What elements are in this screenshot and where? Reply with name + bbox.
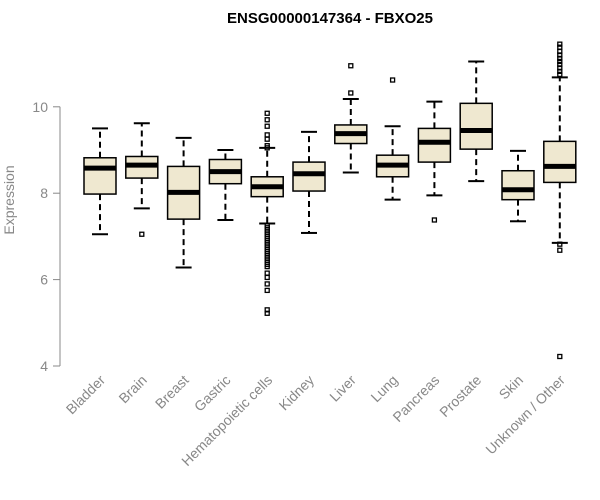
- outlier-point: [557, 68, 563, 75]
- box-hematopoietic-cells: [250, 110, 284, 316]
- x-tick-label: Kidney: [276, 372, 318, 414]
- outlier-point: [557, 55, 563, 62]
- y-axis: 4 6 8 10: [32, 99, 61, 374]
- outlier-point: [264, 281, 270, 287]
- outlier-point: [264, 117, 270, 123]
- outlier-point: [557, 247, 563, 253]
- iqr-box: [83, 157, 117, 195]
- box-gastric: [208, 149, 243, 221]
- outlier-point: [557, 58, 563, 65]
- box-pancreas: [417, 100, 452, 223]
- iqr-box: [292, 161, 326, 192]
- outlier-point: [264, 263, 270, 270]
- x-tick-label: Liver: [326, 372, 359, 405]
- chart-title: ENSG00000147364 - FBXO25: [227, 10, 433, 27]
- box-kidney: [292, 130, 326, 234]
- outlier-point: [557, 241, 563, 247]
- outlier-point: [389, 77, 396, 83]
- box-skin: [501, 149, 535, 223]
- outlier-point: [431, 217, 438, 223]
- box-lung: [375, 77, 410, 201]
- iqr-box: [501, 169, 535, 201]
- y-tick-label: 6: [40, 272, 48, 288]
- box-unknown-other: [543, 41, 577, 360]
- x-tick-label: Skin: [496, 372, 527, 403]
- y-tick-label: 4: [40, 358, 48, 374]
- iqr-box: [459, 102, 493, 150]
- x-tick-label: Lung: [367, 372, 400, 405]
- outlier-point: [264, 110, 270, 116]
- x-tick-label: Brain: [115, 372, 149, 406]
- box-bladder: [83, 127, 117, 236]
- outlier-point: [264, 270, 270, 276]
- outlier-point: [264, 287, 270, 294]
- x-tick-label: Bladder: [63, 372, 109, 418]
- outlier-point: [557, 353, 563, 360]
- x-tick-label: Breast: [152, 372, 192, 412]
- iqr-box: [543, 140, 577, 184]
- box-brain: [125, 122, 159, 237]
- outlier-point: [264, 132, 270, 138]
- y-tick-label: 8: [40, 185, 48, 201]
- outlier-point: [348, 90, 354, 96]
- iqr-box: [417, 127, 452, 163]
- outlier-point: [264, 136, 270, 142]
- outlier-point: [264, 145, 270, 151]
- x-tick-label: Prostate: [436, 372, 484, 420]
- outlier-point: [264, 274, 270, 281]
- outlier-point: [557, 41, 563, 47]
- outlier-point: [139, 231, 145, 237]
- box-breast: [166, 136, 201, 269]
- outlier-point: [557, 44, 563, 50]
- outlier-point: [557, 71, 563, 78]
- y-axis-label: Expression: [1, 165, 17, 234]
- outlier-point: [264, 310, 270, 316]
- y-tick-label: 10: [32, 99, 48, 115]
- box-prostate: [459, 60, 493, 183]
- outlier-point: [264, 123, 270, 129]
- boxes-layer: [83, 41, 577, 360]
- box-liver: [334, 63, 368, 174]
- outlier-point: [348, 63, 354, 69]
- x-tick-label: Unknown / Other: [482, 372, 568, 458]
